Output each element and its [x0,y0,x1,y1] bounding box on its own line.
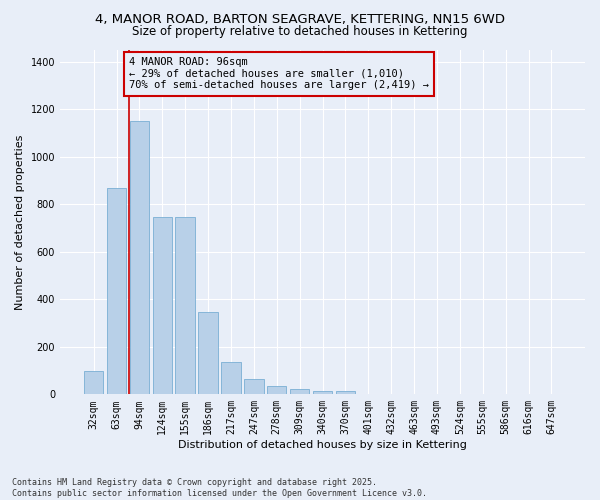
Bar [290,389,310,394]
Text: Size of property relative to detached houses in Kettering: Size of property relative to detached ho… [132,25,468,38]
X-axis label: Distribution of detached houses by size in Kettering: Distribution of detached houses by size … [178,440,467,450]
Bar [313,391,332,394]
Y-axis label: Number of detached properties: Number of detached properties [15,134,25,310]
Bar [152,218,172,394]
Text: 4 MANOR ROAD: 96sqm
← 29% of detached houses are smaller (1,010)
70% of semi-det: 4 MANOR ROAD: 96sqm ← 29% of detached ho… [129,57,429,90]
Bar [175,218,195,394]
Bar [267,386,286,394]
Bar [130,121,149,394]
Bar [335,391,355,394]
Bar [244,380,263,394]
Text: Contains HM Land Registry data © Crown copyright and database right 2025.
Contai: Contains HM Land Registry data © Crown c… [12,478,427,498]
Bar [84,370,103,394]
Bar [107,188,126,394]
Text: 4, MANOR ROAD, BARTON SEAGRAVE, KETTERING, NN15 6WD: 4, MANOR ROAD, BARTON SEAGRAVE, KETTERIN… [95,12,505,26]
Bar [199,312,218,394]
Bar [221,362,241,394]
